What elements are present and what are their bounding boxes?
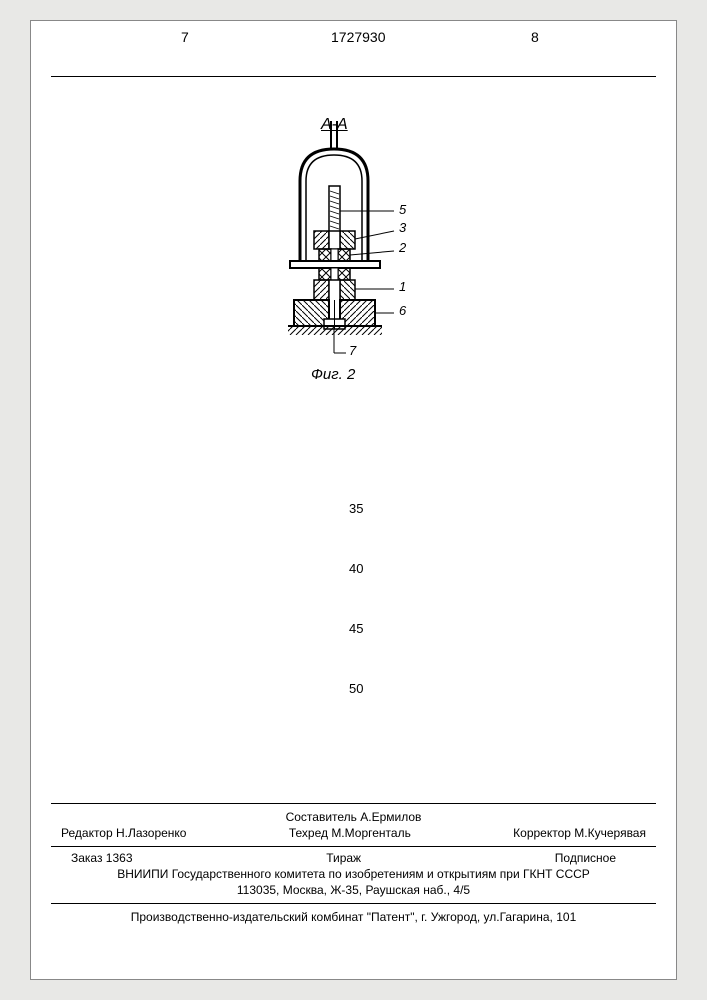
tirazh: Тираж <box>326 851 361 865</box>
callout-5: 5 <box>399 202 406 217</box>
credits-top-rule <box>51 803 656 804</box>
footer-rule <box>51 903 656 904</box>
patent-number: 1727930 <box>331 29 386 45</box>
callout-7: 7 <box>349 343 356 358</box>
subscription: Подписное <box>555 851 616 865</box>
line-number-35: 35 <box>349 501 363 516</box>
callout-3: 3 <box>399 220 406 235</box>
figure-diagram <box>266 101 486 421</box>
page-number-left: 7 <box>181 29 189 45</box>
corrector: Корректор М.Кучерявая <box>513 826 646 840</box>
header-rule <box>51 76 656 77</box>
line-number-50: 50 <box>349 681 363 696</box>
callout-6: 6 <box>399 303 406 318</box>
org-line-1: ВНИИПИ Государственного комитета по изоб… <box>31 865 676 881</box>
printer-line: Производственно-издательский комбинат "П… <box>31 910 676 924</box>
order-number: Заказ 1363 <box>71 851 133 865</box>
callout-2: 2 <box>399 240 406 255</box>
editor: Редактор Н.Лазоренко <box>61 826 186 840</box>
line-number-45: 45 <box>349 621 363 636</box>
techred: Техред М.Моргенталь <box>289 826 411 840</box>
compiler: Составитель А.Ермилов <box>31 810 676 826</box>
figure-caption: Фиг. 2 <box>311 366 355 383</box>
org-line-2: 113035, Москва, Ж-35, Раушская наб., 4/5 <box>31 881 676 897</box>
callout-1: 1 <box>399 279 406 294</box>
line-number-40: 40 <box>349 561 363 576</box>
credits-mid-rule <box>51 846 656 847</box>
page-number-right: 8 <box>531 29 539 45</box>
